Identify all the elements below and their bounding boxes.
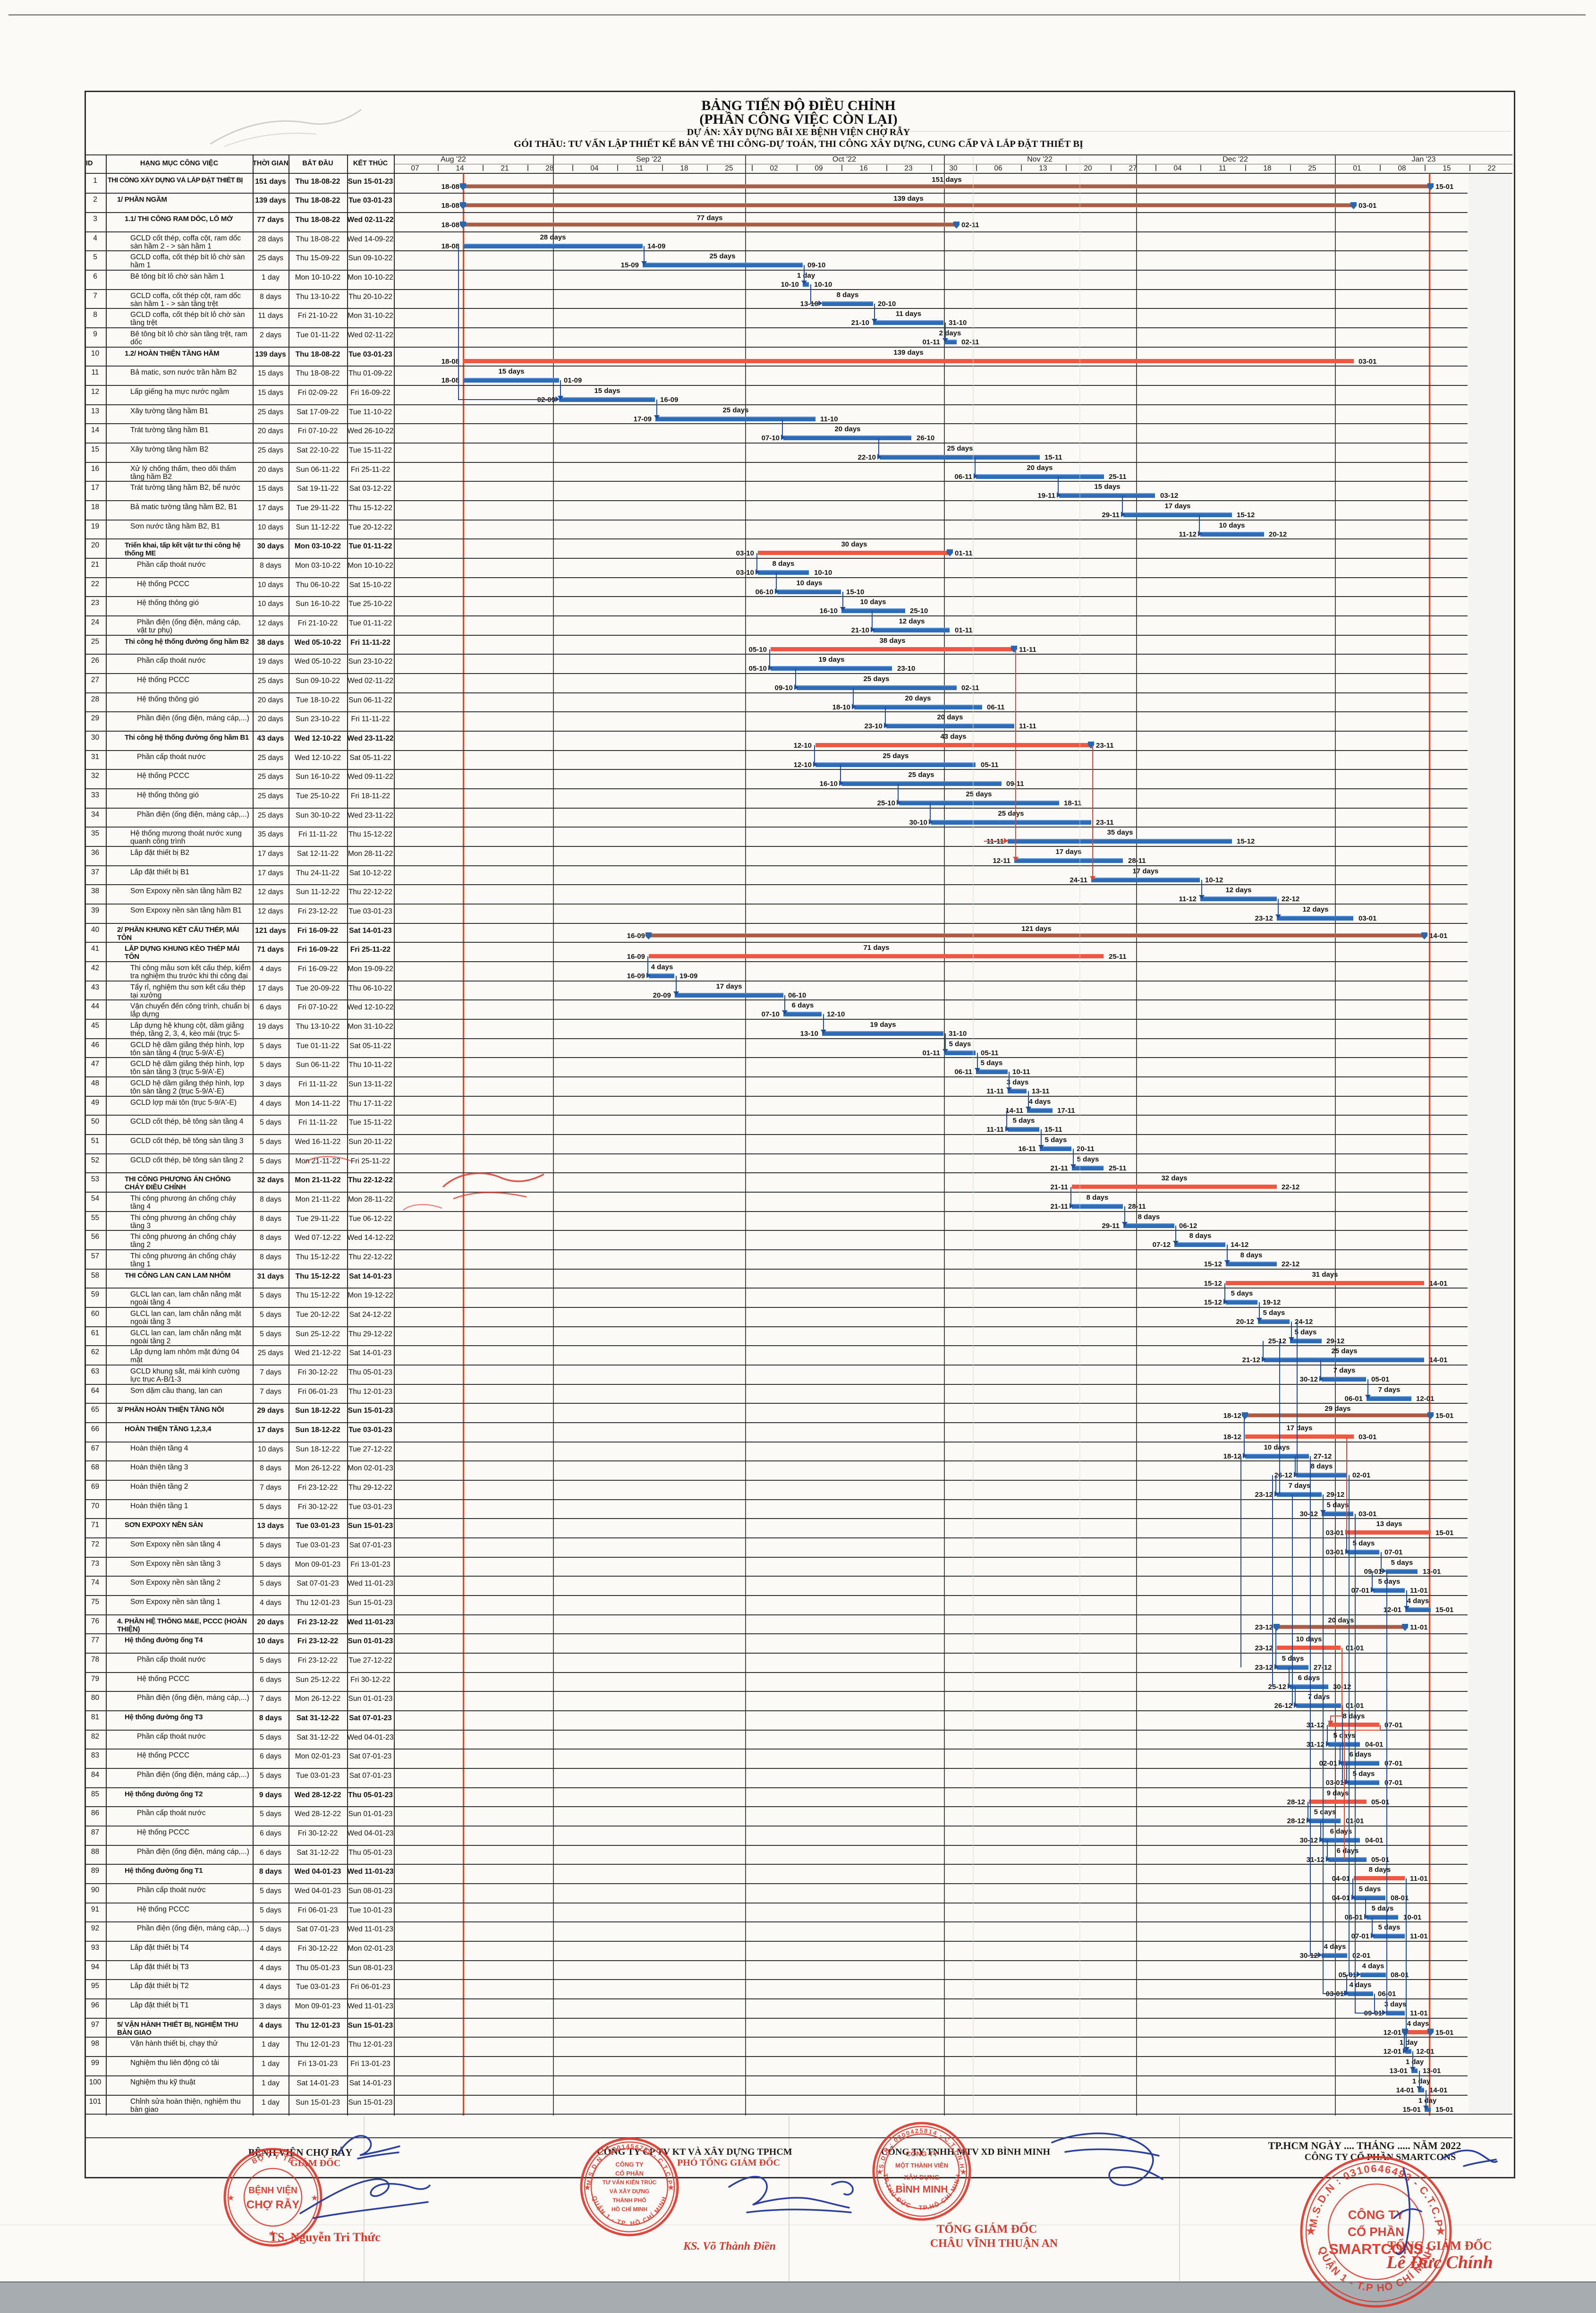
svg-text:★: ★ [959,2168,967,2176]
svg-text:CỔ PHẦN: CỔ PHẦN [615,2170,644,2177]
svg-text:★: ★ [311,2194,318,2202]
svg-text:SMARTCONS: SMARTCONS [1329,2241,1423,2257]
svg-text:HỒ CHÍ MINH: HỒ CHÍ MINH [611,2206,647,2213]
svg-text:BỆNH VIỆN: BỆNH VIỆN [248,2185,297,2196]
svg-text:★: ★ [227,2194,234,2202]
svg-text:CỔ PHẦN: CỔ PHẦN [1348,2225,1404,2239]
svg-text:MỘT THÀNH VIÊN: MỘT THÀNH VIÊN [895,2162,948,2169]
svg-text:★: ★ [584,2183,591,2192]
svg-text:CÔNG TY: CÔNG TY [615,2161,644,2168]
svg-text:★: ★ [667,2183,674,2192]
svg-text:BÌNH MINH: BÌNH MINH [896,2184,948,2195]
svg-text:★: ★ [1305,2224,1316,2238]
svg-text:TƯ VẤN KIẾN TRÚC: TƯ VẤN KIẾN TRÚC [603,2179,657,2186]
svg-text:★: ★ [876,2168,883,2176]
svg-text:THÀNH PHỐ: THÀNH PHỐ [612,2197,646,2204]
svg-text:VÀ XÂY DỰNG: VÀ XÂY DỰNG [610,2188,649,2195]
svg-text:BỘ • Y TẾ: BỘ • Y TẾ [251,2152,296,2166]
svg-text:CÔNG TY: CÔNG TY [1348,2208,1404,2222]
svg-text:★: ★ [269,2230,276,2238]
svg-text:★: ★ [1435,2224,1446,2238]
svg-text:XÂY DỰNG: XÂY DỰNG [904,2173,939,2181]
svg-text:CHỢ RẪY: CHỢ RẪY [246,2197,299,2211]
svg-text:CÔNG TY: CÔNG TY [906,2150,938,2158]
